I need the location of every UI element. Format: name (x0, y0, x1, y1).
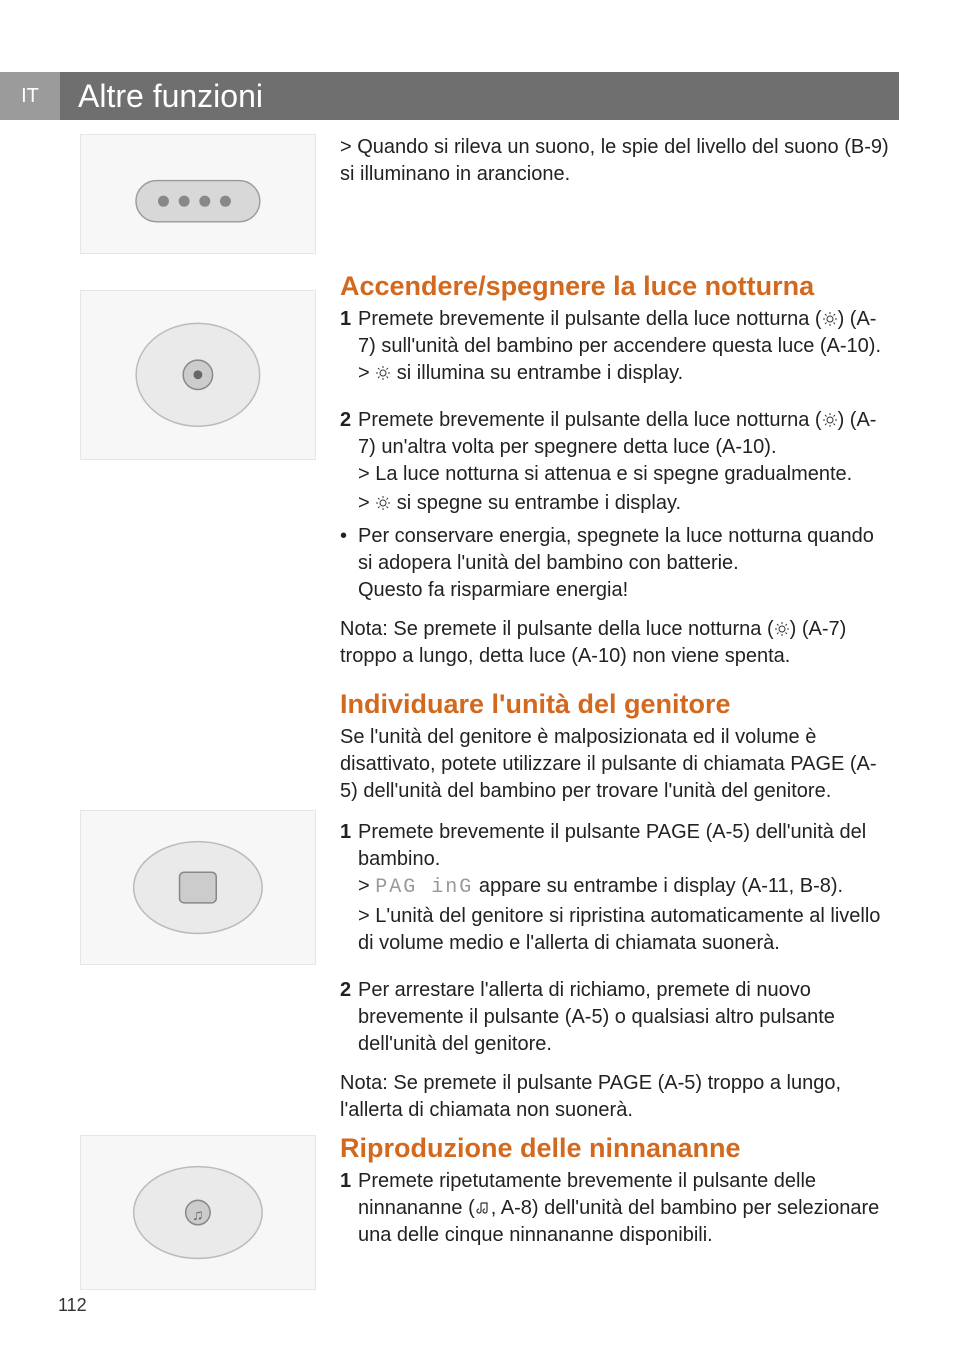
figure-sound-lights (80, 134, 316, 254)
step-number: 1 (340, 306, 358, 389)
heading-lullaby: Riproduzione delle ninnananne (340, 1130, 892, 1166)
locate-note: Nota: Se premete il pulsante PAGE (A-5) … (340, 1070, 892, 1124)
sub-text: > L'unità del genitore si ripristina aut… (358, 903, 892, 957)
sub-pre: > (358, 362, 375, 384)
step-number: 2 (340, 407, 358, 519)
sun-icon (375, 365, 391, 381)
note-body: Se premete il pulsante PAGE (A-5) troppo… (340, 1072, 841, 1121)
note-label: Nota: (340, 1072, 388, 1094)
note-body-pre: Se premete il pulsante della luce nottur… (393, 618, 773, 640)
sub-text: > La luce notturna si attenua e si spegn… (358, 461, 892, 488)
bullet-text-2: Questo fa risparmiare energia! (358, 579, 628, 601)
sub-pre: > (358, 875, 375, 897)
figure-lullaby-button: ♫ (80, 1135, 316, 1290)
sub-post: si illumina su entrambe i display. (391, 362, 683, 384)
sun-icon (822, 412, 838, 428)
music-note-icon (475, 1200, 491, 1216)
sub-post: si spegne su entrambe i display. (391, 492, 681, 514)
sun-icon (774, 621, 790, 637)
step-number: 1 (340, 819, 358, 959)
sub-post: appare su entrambe i display (A-11, B-8)… (473, 875, 843, 897)
step-text: Premete brevemente il pulsante della luc… (358, 308, 822, 330)
lullaby-step-1: 1 Premete ripetutamente brevemente il pu… (340, 1168, 892, 1249)
svg-text:♫: ♫ (192, 1207, 203, 1224)
sun-icon (822, 311, 838, 327)
sound-detect-text: > Quando si rileva un suono, le spie del… (340, 134, 892, 188)
heading-locate: Individuare l'unità del genitore (340, 686, 892, 722)
figure-page-button (80, 810, 316, 965)
nightlight-step-1: 1 Premete brevemente il pulsante della l… (340, 306, 892, 389)
step-text: Per arrestare l'allerta di richiamo, pre… (358, 977, 892, 1058)
display-text-paging: PAG inG (375, 874, 473, 901)
bullet-dot: • (340, 523, 358, 604)
sun-icon (375, 495, 391, 511)
nightlight-note: Nota: Se premete il pulsante della luce … (340, 616, 892, 670)
page-number: 112 (58, 1295, 87, 1316)
chapter-title-bar: Altre funzioni (60, 72, 899, 120)
heading-nightlight: Accendere/spegnere la luce notturna (340, 268, 892, 304)
locate-intro: Se l'unità del genitore è malposizionata… (340, 724, 892, 805)
step-text: Premete brevemente il pulsante PAGE (A-5… (358, 821, 866, 870)
bullet-text: Per conservare energia, spegnete la luce… (358, 525, 874, 574)
energy-bullet: • Per conservare energia, spegnete la lu… (340, 523, 892, 604)
locate-step-1: 1 Premete brevemente il pulsante PAGE (A… (340, 819, 892, 959)
language-tab: IT (0, 72, 60, 120)
locate-step-2: 2 Per arrestare l'allerta di richiamo, p… (340, 977, 892, 1058)
step-number: 2 (340, 977, 358, 1058)
figure-nightlight (80, 290, 316, 460)
note-label: Nota: (340, 618, 388, 640)
step-number: 1 (340, 1168, 358, 1249)
nightlight-step-2: 2 Premete brevemente il pulsante della l… (340, 407, 892, 519)
step-text: Premete brevemente il pulsante della luc… (358, 409, 822, 431)
sub-pre: > (358, 492, 375, 514)
